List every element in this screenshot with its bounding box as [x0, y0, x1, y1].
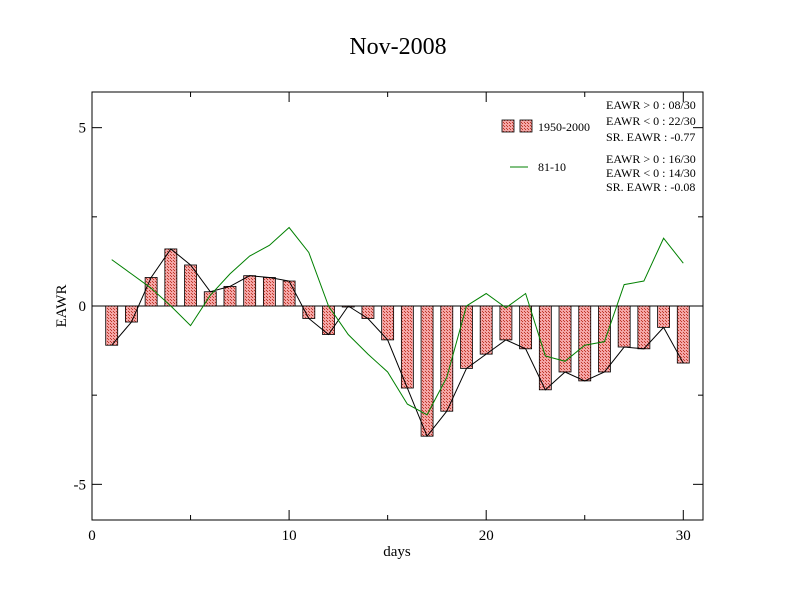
series-line-81-10 — [111, 226, 684, 416]
bar-1950-2000 — [637, 305, 651, 350]
bar-1950-2000 — [657, 305, 670, 328]
bar-1950-2000 — [440, 305, 454, 412]
bar-1950-2000 — [420, 305, 434, 437]
chart-title: Nov-2008 — [349, 34, 446, 60]
plot-area — [92, 226, 703, 438]
bar-1950-2000 — [302, 305, 316, 319]
bar-1950-2000 — [243, 275, 257, 307]
legend-swatch-bar-2 — [519, 119, 533, 133]
legend: 1950-2000 81-10 — [501, 119, 590, 174]
y-tick-label: -5 — [74, 477, 87, 493]
bar-1950-2000 — [223, 285, 237, 307]
bar-1950-2000 — [105, 305, 119, 346]
bar-1950-2000 — [617, 305, 631, 348]
stat-line: EAWR < 0 : 22/30 — [606, 114, 696, 128]
legend-label-81-10: 81-10 — [538, 160, 566, 174]
y-tick-label: 5 — [79, 121, 87, 137]
legend-swatch-bar — [501, 119, 515, 133]
stat-line: SR. EAWR : -0.77 — [606, 130, 695, 144]
bar-1950-2000 — [598, 305, 611, 373]
x-tick-label: 10 — [282, 528, 297, 544]
bar-1950-2000 — [262, 277, 276, 307]
bar-1950-2000 — [538, 305, 552, 391]
series-line-1950-2000 — [111, 248, 684, 438]
bar-1950-2000 — [282, 280, 296, 307]
bar-1950-2000 — [519, 305, 533, 350]
bar-1950-2000 — [499, 305, 513, 341]
y-axis-label: EAWR — [54, 285, 70, 328]
bar-1950-2000 — [125, 305, 138, 323]
x-tick-label: 20 — [479, 528, 494, 544]
stat-line: EAWR > 0 : 16/30 — [606, 152, 696, 166]
stat-line: SR. EAWR : -0.08 — [606, 180, 695, 194]
bar-1950-2000 — [400, 305, 414, 389]
bar-1950-2000 — [164, 248, 178, 307]
x-axis-label: days — [383, 544, 411, 560]
axes: 0 10 20 30 5 0 -5 — [74, 92, 703, 544]
bar-1950-2000 — [460, 305, 473, 369]
stat-line: EAWR > 0 : 08/30 — [606, 98, 696, 112]
bar-1950-2000 — [558, 305, 572, 373]
x-tick-label: 0 — [88, 528, 96, 544]
bar-1950-2000 — [361, 305, 375, 319]
x-tick-label: 30 — [676, 528, 691, 544]
bar-1950-2000 — [203, 291, 217, 307]
bar-1950-2000 — [479, 305, 493, 355]
legend-label-1950-2000: 1950-2000 — [538, 120, 590, 134]
stats-block: EAWR > 0 : 08/30 EAWR < 0 : 22/30 SR. EA… — [606, 98, 696, 194]
bar-1950-2000 — [578, 305, 592, 382]
stat-line: EAWR < 0 : 14/30 — [606, 166, 696, 180]
bar-1950-2000 — [322, 305, 335, 335]
y-tick-label: 0 — [79, 299, 87, 315]
